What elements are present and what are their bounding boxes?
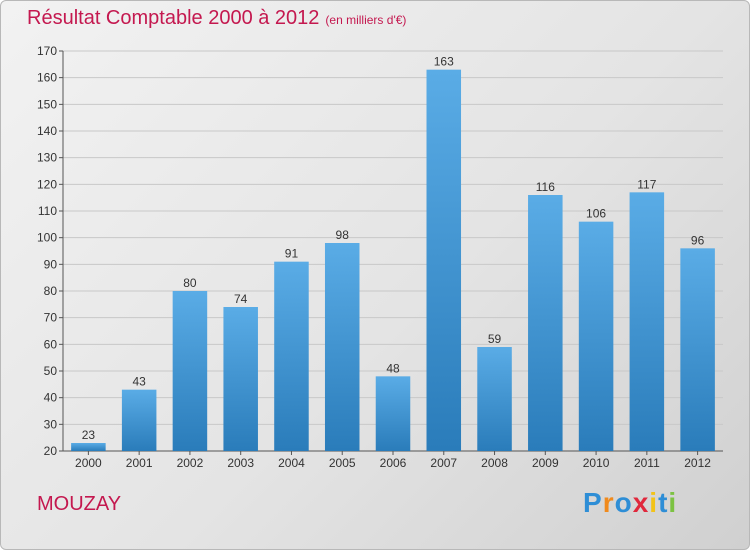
proxiti-logo[interactable]: Proxiti <box>583 487 677 519</box>
commune-name: MOUZAY <box>37 493 122 515</box>
logo-letter: x <box>632 487 650 518</box>
logo-letter: r <box>602 487 615 518</box>
bar <box>578 221 614 451</box>
bar-value-label: 43 <box>132 375 146 389</box>
bar-value-label: 117 <box>637 177 656 191</box>
y-tick-label: 130 <box>37 151 57 165</box>
bar-value-label: 80 <box>183 276 197 290</box>
x-tick-label: 2002 <box>177 456 204 470</box>
x-tick-label: 2006 <box>380 456 407 470</box>
bar <box>680 248 715 451</box>
bar <box>477 347 512 451</box>
x-tick-label: 2007 <box>430 456 457 470</box>
logo-letter: P <box>583 487 603 518</box>
bar-value-label: 98 <box>336 228 350 242</box>
x-tick-label: 2009 <box>532 456 559 470</box>
y-tick-label: 150 <box>37 97 57 111</box>
x-tick-label: 2001 <box>126 456 153 470</box>
bar <box>324 243 360 451</box>
bar-value-label: 106 <box>586 207 606 221</box>
x-tick-label: 2003 <box>227 456 254 470</box>
y-tick-label: 30 <box>44 417 58 431</box>
y-tick-label: 110 <box>38 204 57 218</box>
chart-title: Résultat Comptable 2000 à 2012 (en millie… <box>27 7 407 29</box>
bar-value-label: 96 <box>691 233 705 247</box>
y-tick-label: 80 <box>44 284 58 298</box>
y-tick-label: 140 <box>37 124 57 138</box>
bar <box>223 307 258 451</box>
bar <box>71 443 106 451</box>
bar-value-label: 48 <box>386 361 400 375</box>
y-tick-label: 70 <box>44 311 58 325</box>
logo-letter: i <box>649 487 659 518</box>
y-tick-label: 60 <box>44 337 58 351</box>
y-tick-label: 90 <box>44 257 58 271</box>
bar <box>172 291 208 451</box>
x-tick-label: 2010 <box>583 456 610 470</box>
bar <box>375 376 411 451</box>
y-tick-label: 170 <box>37 44 57 58</box>
bar <box>426 69 462 452</box>
x-tick-label: 2011 <box>634 456 660 470</box>
bar <box>528 195 563 451</box>
x-tick-label: 2000 <box>75 456 102 470</box>
logo-letter: o <box>614 487 633 518</box>
bar-value-label: 116 <box>536 180 555 194</box>
bar-value-label: 59 <box>488 332 502 346</box>
y-tick-label: 120 <box>37 177 57 191</box>
logo-letter: t <box>658 487 669 518</box>
bar-value-label: 74 <box>234 292 248 306</box>
y-tick-label: 50 <box>44 364 58 378</box>
bars <box>71 69 715 452</box>
logo-letter: i <box>668 487 678 518</box>
y-tick-label: 160 <box>37 71 57 85</box>
x-tick-label: 2005 <box>329 456 356 470</box>
labels: 20 30 40 50 60 70 80 90 100 110 120 130 140 150 160 170… <box>37 44 711 470</box>
x-tick-label: 2004 <box>278 456 305 470</box>
bar-value-label: 23 <box>82 428 96 442</box>
y-tick-label: 20 <box>44 444 58 458</box>
y-tick-label: 40 <box>44 391 58 405</box>
bar <box>629 192 665 452</box>
x-tick-label: 2008 <box>481 456 508 470</box>
x-tick-label: 2012 <box>684 456 711 470</box>
chart-subtitle: (en milliers d'€) <box>325 13 407 27</box>
bar <box>274 261 309 451</box>
bar-value-label: 91 <box>285 247 299 261</box>
bar <box>121 389 157 451</box>
y-tick-label: 100 <box>37 231 57 245</box>
bar-value-label: 163 <box>434 55 454 69</box>
